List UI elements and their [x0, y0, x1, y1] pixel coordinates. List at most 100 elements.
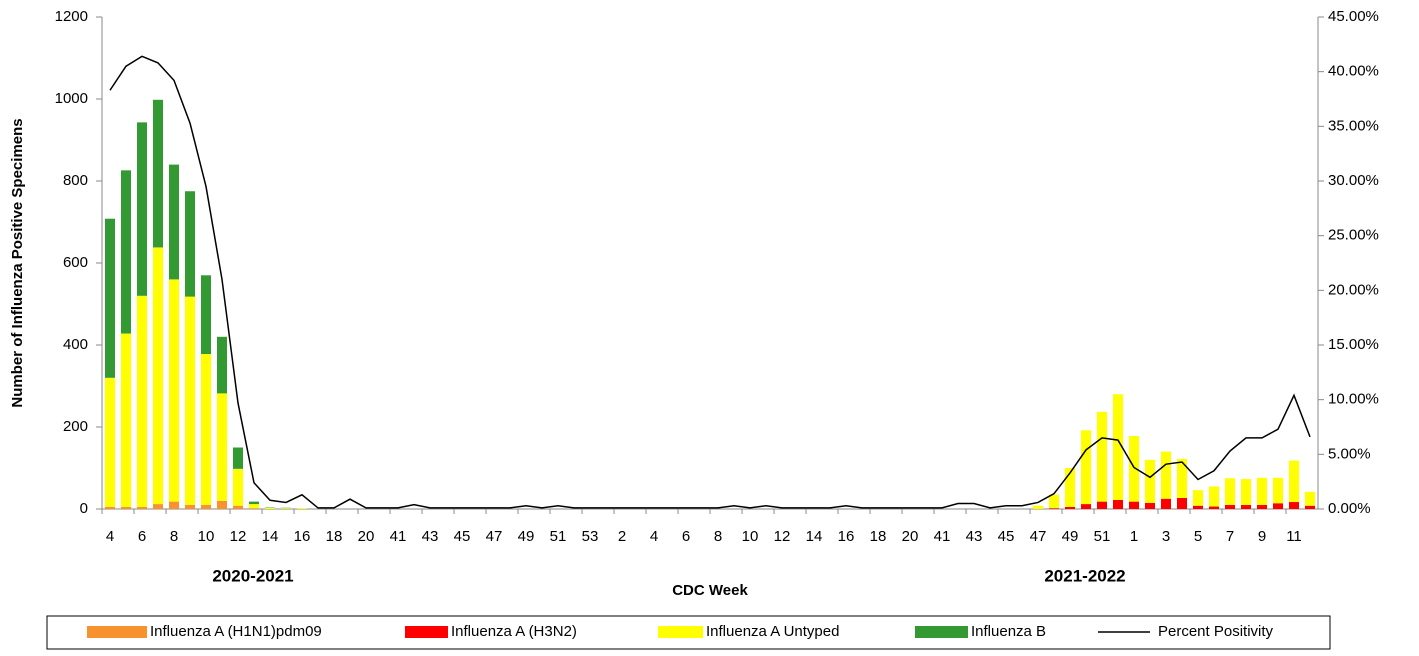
y2-tick-label: 5.00% [1328, 445, 1371, 462]
x-tick-label: 3 [1162, 528, 1170, 545]
x-tick-label: 8 [714, 528, 722, 545]
bar [233, 506, 243, 509]
bar [1241, 479, 1251, 505]
x-tick-label: 41 [390, 528, 407, 545]
legend-label: Influenza B [971, 623, 1046, 640]
bar [153, 504, 163, 509]
bar [137, 122, 147, 295]
x-tick-label: 6 [682, 528, 690, 545]
x-tick-label: 2 [618, 528, 626, 545]
y2-tick-label: 45.00% [1328, 8, 1379, 25]
bar [1145, 460, 1155, 503]
bar [121, 507, 131, 509]
x-axis-title: CDC Week [672, 582, 748, 599]
x-tick-label: 45 [998, 528, 1015, 545]
x-tick-label: 6 [138, 528, 146, 545]
bar [153, 100, 163, 248]
bar [233, 448, 243, 469]
x-tick-label: 4 [650, 528, 658, 545]
season-label: 2021-2022 [1044, 566, 1125, 585]
bar [217, 501, 227, 509]
y-axis-title: Number of Influenza Positive Specimens [9, 118, 26, 407]
bar [121, 170, 131, 333]
y-tick-label: 800 [63, 172, 88, 189]
x-tick-label: 47 [486, 528, 503, 545]
x-tick-label: 16 [838, 528, 855, 545]
x-tick-label: 1 [1130, 528, 1138, 545]
bar [1081, 430, 1091, 504]
bar [1065, 507, 1075, 509]
bar [185, 505, 195, 509]
bar [297, 508, 307, 509]
bar [137, 507, 147, 509]
bar [1161, 499, 1171, 509]
bar [1289, 502, 1299, 509]
y2-tick-label: 10.00% [1328, 391, 1379, 408]
y2-tick-label: 20.00% [1328, 281, 1379, 298]
bar [1225, 505, 1235, 509]
bar [185, 191, 195, 296]
bar [1289, 461, 1299, 502]
bar [1097, 502, 1107, 509]
bar [169, 279, 179, 501]
x-tick-label: 43 [966, 528, 983, 545]
y-tick-label: 0 [80, 500, 88, 517]
x-tick-label: 51 [1094, 528, 1111, 545]
x-tick-label: 7 [1226, 528, 1234, 545]
bar [169, 502, 179, 509]
y2-tick-label: 15.00% [1328, 336, 1379, 353]
y2-tick-label: 40.00% [1328, 63, 1379, 80]
bar [201, 275, 211, 354]
bar [1033, 506, 1043, 509]
bar [1145, 503, 1155, 509]
x-tick-label: 12 [230, 528, 247, 545]
x-tick-label: 20 [358, 528, 375, 545]
legend-label: Percent Positivity [1158, 623, 1274, 640]
bar [169, 165, 179, 280]
bar [1161, 452, 1171, 499]
legend-swatch [87, 626, 147, 638]
legend-swatch [658, 626, 703, 638]
y2-tick-label: 30.00% [1328, 172, 1379, 189]
x-tick-label: 41 [934, 528, 951, 545]
x-tick-label: 20 [902, 528, 919, 545]
x-tick-label: 4 [106, 528, 114, 545]
bar [1177, 498, 1187, 509]
x-tick-label: 5 [1194, 528, 1202, 545]
bar [1305, 506, 1315, 509]
bar [1273, 503, 1283, 509]
bar [249, 508, 259, 509]
x-tick-label: 43 [422, 528, 439, 545]
bar [281, 508, 291, 509]
bar [1241, 505, 1251, 509]
x-tick-label: 10 [198, 528, 215, 545]
legend-label: Influenza A (H3N2) [451, 623, 577, 640]
bar [105, 378, 115, 507]
bar [1193, 490, 1203, 506]
bar [1209, 486, 1219, 506]
y2-tick-label: 0.00% [1328, 500, 1371, 517]
x-tick-label: 9 [1258, 528, 1266, 545]
x-tick-label: 12 [774, 528, 791, 545]
bar [1257, 478, 1267, 505]
x-tick-label: 16 [294, 528, 311, 545]
x-tick-label: 11 [1286, 528, 1302, 545]
bar [105, 507, 115, 509]
bar [249, 502, 259, 504]
bar [1257, 505, 1267, 509]
legend-label: Influenza A Untyped [706, 623, 839, 640]
legend-swatch [405, 626, 448, 638]
x-tick-label: 14 [262, 528, 279, 545]
bar [1193, 506, 1203, 509]
x-tick-label: 49 [518, 528, 535, 545]
x-tick-label: 18 [326, 528, 343, 545]
bar [1305, 492, 1315, 506]
y-tick-label: 400 [63, 336, 88, 353]
x-tick-label: 53 [582, 528, 599, 545]
x-tick-label: 10 [742, 528, 759, 545]
bar [153, 247, 163, 504]
x-tick-label: 45 [454, 528, 471, 545]
legend-swatch [915, 626, 968, 638]
bar [1049, 495, 1059, 509]
